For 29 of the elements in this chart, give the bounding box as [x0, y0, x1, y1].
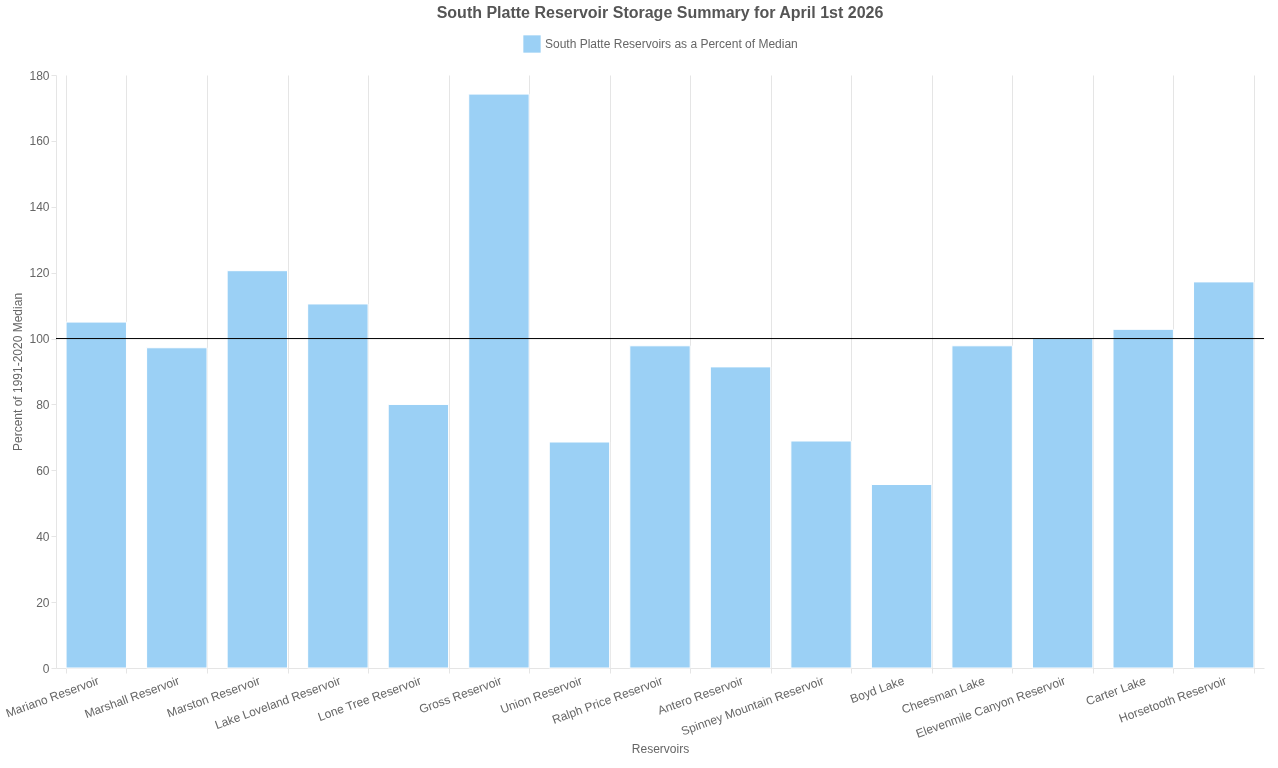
bar [307, 303, 369, 669]
bar [1031, 338, 1094, 669]
chart-title: South Platte Reservoir Storage Summary for April 1st 2026 [436, 4, 884, 21]
legend-label: South Platte Reservoirs as a Percent of Median [545, 37, 798, 51]
bar [870, 484, 933, 669]
y-tick-label: 40 [36, 529, 50, 544]
bar [146, 347, 208, 669]
bar [951, 345, 1013, 669]
y-tick-label: 20 [36, 595, 50, 610]
y-tick-label: 0 [42, 661, 50, 676]
y-tick-label: 180 [29, 68, 50, 83]
bar [65, 321, 127, 669]
bar [1112, 328, 1174, 669]
bar [629, 345, 691, 669]
y-tick-label: 140 [29, 200, 50, 215]
y-tick-label: 160 [29, 134, 50, 149]
y-tick-label: 120 [29, 266, 50, 281]
bar [709, 366, 772, 669]
y-tick-label: 100 [29, 332, 50, 347]
bar [387, 403, 450, 669]
y-axis-title: Percent of 1991-2020 Median [11, 292, 26, 452]
bar [1193, 281, 1255, 669]
x-axis-title: Reservoirs [631, 741, 690, 756]
y-tick-label: 80 [36, 397, 50, 412]
y-tick-label: 60 [36, 463, 50, 478]
bar [468, 93, 530, 669]
bar [226, 270, 289, 669]
bar [790, 440, 852, 669]
bar [548, 441, 611, 669]
